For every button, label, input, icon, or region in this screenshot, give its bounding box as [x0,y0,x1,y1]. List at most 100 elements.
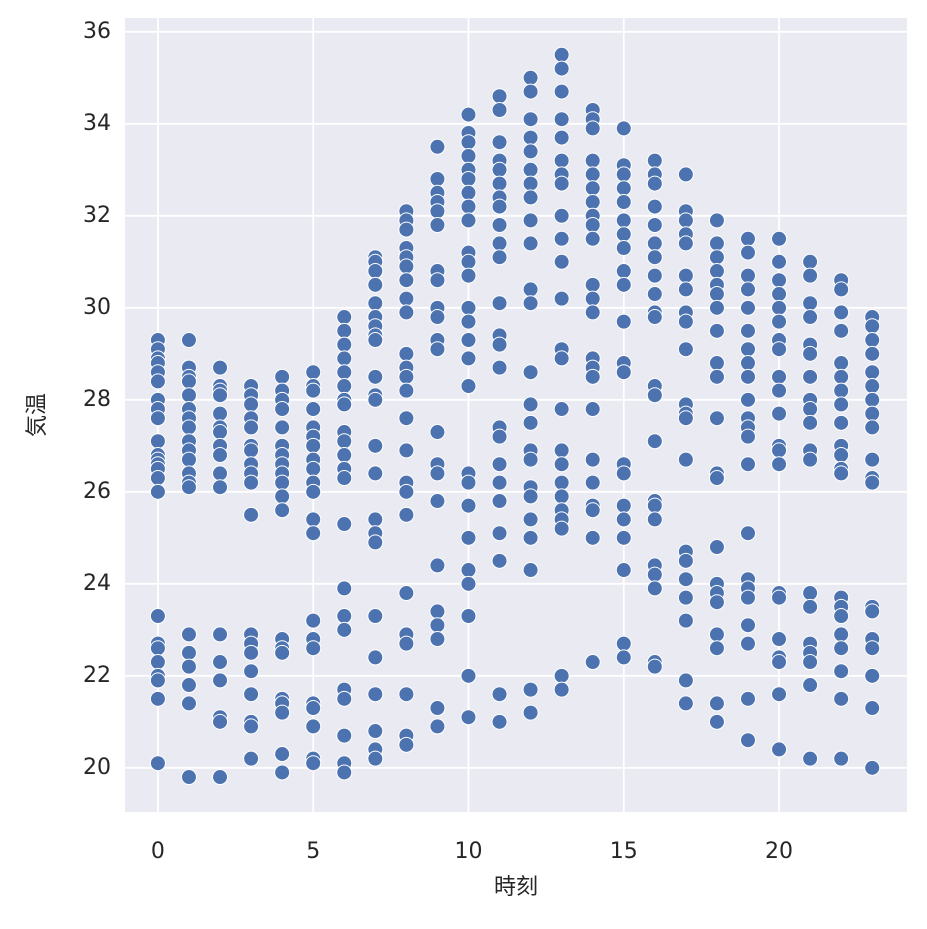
point [771,654,788,671]
point [460,474,477,491]
point [522,681,539,698]
point [584,451,601,468]
point [553,230,570,247]
point [833,304,850,321]
point [771,741,788,758]
y-tick-label: 32 [83,203,111,228]
point [522,562,539,579]
point [615,212,632,229]
point [336,378,353,395]
point [739,230,756,247]
point [398,686,415,703]
point [522,281,539,298]
point [243,750,260,767]
point [212,424,229,441]
point [149,690,166,707]
point [398,272,415,289]
point [864,332,881,349]
point [802,345,819,362]
point [677,166,694,183]
point [180,387,197,404]
point [212,713,229,730]
point [584,290,601,307]
point [677,571,694,588]
point [429,341,446,358]
point [615,194,632,211]
point [305,755,322,772]
point [336,470,353,487]
point [305,612,322,629]
point [708,713,725,730]
point [367,649,384,666]
point [336,580,353,597]
point [864,759,881,776]
point [833,750,850,767]
point [708,594,725,611]
point [305,364,322,381]
point [584,529,601,546]
point [553,60,570,77]
point [180,695,197,712]
point [771,368,788,385]
point [336,608,353,625]
point [522,414,539,431]
point [677,341,694,358]
point [615,649,632,666]
point [553,129,570,146]
point [739,341,756,358]
point [771,442,788,459]
point [460,253,477,270]
point [802,295,819,312]
point [180,479,197,496]
point [305,401,322,418]
point [771,313,788,330]
point [429,718,446,735]
point [833,465,850,482]
point [802,309,819,326]
point [708,626,725,643]
point [771,286,788,303]
point [491,474,508,491]
point [429,138,446,155]
point [460,148,477,165]
point [739,299,756,316]
point [243,396,260,413]
point [522,235,539,252]
point [833,355,850,372]
point [615,562,632,579]
point [584,230,601,247]
point [491,295,508,312]
point [149,373,166,390]
point [336,433,353,450]
y-tick-label: 20 [83,755,111,780]
x-tick-label: 0 [151,839,165,864]
point [429,309,446,326]
point [553,175,570,192]
point [833,690,850,707]
point [864,474,881,491]
point [677,410,694,427]
point [802,414,819,431]
point [522,111,539,128]
point [398,290,415,307]
point [491,198,508,215]
point [771,589,788,606]
point [149,433,166,450]
point [708,212,725,229]
x-tick-label: 20 [765,839,793,864]
point [771,456,788,473]
point [149,483,166,500]
point [771,230,788,247]
point [460,171,477,188]
point [677,695,694,712]
point [646,267,663,284]
point [274,474,291,491]
point [491,161,508,178]
point [460,212,477,229]
point [833,608,850,625]
point [615,364,632,381]
point [305,511,322,528]
point [243,419,260,436]
point [802,401,819,418]
point [708,695,725,712]
